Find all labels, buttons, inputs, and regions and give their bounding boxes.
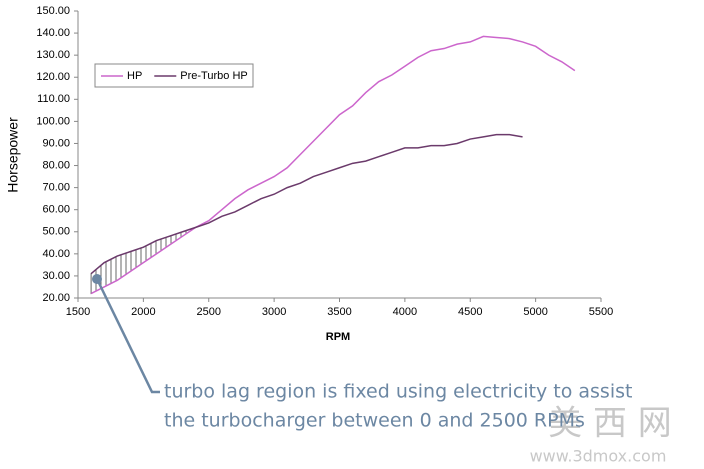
y-tick-label: 140.00 — [36, 27, 70, 39]
legend-label: HP — [127, 70, 142, 82]
y-tick-label: 130.00 — [36, 49, 70, 61]
x-tick-label: 4500 — [458, 306, 482, 318]
y-tick-label: 120.00 — [36, 71, 70, 83]
x-tick-label: 4000 — [393, 306, 417, 318]
x-tick-label: 2500 — [197, 306, 221, 318]
x-tick-label: 3000 — [262, 306, 286, 318]
y-tick-label: 100.00 — [36, 115, 70, 127]
x-tick-label: 2000 — [131, 306, 155, 318]
y-tick-label: 150.00 — [36, 5, 70, 17]
annotation-arrow — [96, 280, 160, 394]
legend-label: Pre-Turbo HP — [180, 70, 247, 82]
annotation-dot — [92, 274, 102, 284]
watermark: 美 西 网 — [548, 404, 672, 444]
y-tick-label: 60.00 — [42, 204, 70, 216]
watermark-url: www.3dmox.com — [530, 447, 667, 466]
y-tick-label: 20.00 — [42, 292, 70, 304]
y-tick-label: 90.00 — [42, 137, 70, 149]
annotation: turbo lag region is fixed using electric… — [164, 381, 632, 403]
y-tick-label: 40.00 — [42, 248, 70, 260]
y-tick-label: 80.00 — [42, 159, 70, 171]
series-line — [90, 133, 523, 275]
y-tick-label: 50.00 — [42, 226, 70, 238]
series-line — [90, 35, 576, 295]
y-axis-label: Horsepower — [5, 117, 21, 193]
x-tick-label: 3500 — [327, 306, 351, 318]
x-axis-label: RPM — [326, 331, 350, 343]
y-tick-label: 70.00 — [42, 182, 70, 194]
annotation: the turbocharger between 0 and 2500 RPMs — [164, 410, 585, 432]
y-tick-label: 30.00 — [42, 270, 70, 282]
x-tick-label: 5000 — [523, 306, 547, 318]
y-tick-label: 110.00 — [37, 93, 70, 105]
x-tick-label: 1500 — [66, 306, 90, 318]
x-tick-label: 5500 — [589, 306, 613, 318]
